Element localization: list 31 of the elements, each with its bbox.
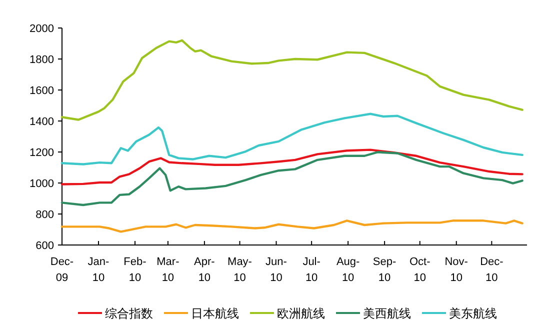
x-tick-label: Oct-10 <box>409 256 431 284</box>
x-tick-label: Aug-10 <box>336 256 360 284</box>
x-tick-label: May-10 <box>228 256 252 284</box>
x-tick-label: Jun-10 <box>266 256 288 284</box>
y-tick-label: 600 <box>36 240 54 252</box>
legend-label: 美西航线 <box>363 306 411 320</box>
y-tick-label: 2000 <box>30 23 54 35</box>
y-tick-label: 1800 <box>30 54 54 66</box>
x-tick-label: Apr-10 <box>194 256 216 284</box>
x-tick-label: Dec-09 <box>50 256 74 284</box>
x-tick-label: Nov-10 <box>444 256 468 284</box>
line-series <box>60 151 524 206</box>
x-tick-label: Jan-10 <box>88 256 110 284</box>
x-tick-label: Dec-10 <box>480 256 504 284</box>
line-series <box>60 148 524 186</box>
y-tick-label: 800 <box>36 209 54 221</box>
y-tick-label: 1600 <box>30 85 54 97</box>
x-tick-label: Sep-10 <box>372 256 397 284</box>
line-series <box>60 112 524 166</box>
line-series <box>60 220 524 233</box>
x-tick-label: Mar-10 <box>156 256 180 284</box>
legend-label: 综合指数 <box>105 306 153 320</box>
legend-label: 美东航线 <box>449 306 497 320</box>
y-tick-label: 1400 <box>30 116 54 128</box>
y-tick-label: 1200 <box>30 147 54 159</box>
line-series <box>60 39 524 121</box>
legend-label: 欧洲航线 <box>277 306 325 320</box>
legend-label: 日本航线 <box>191 306 239 320</box>
y-tick-label: 1000 <box>30 178 54 190</box>
x-tick-label: Feb-10 <box>124 256 147 284</box>
x-tick-label: Jul-10 <box>302 256 321 284</box>
